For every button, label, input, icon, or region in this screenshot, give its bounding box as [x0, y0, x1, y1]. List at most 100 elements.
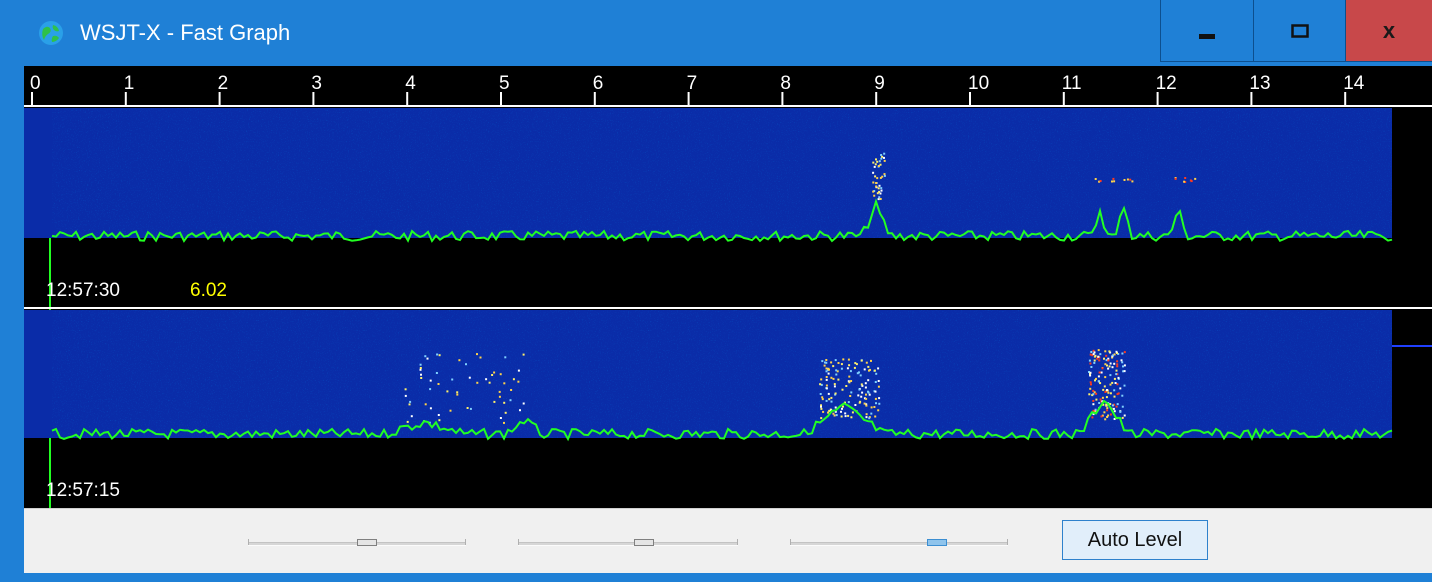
- signal-dot: [825, 376, 828, 378]
- signal-dot: [827, 367, 830, 370]
- axis-tick-label: 7: [687, 73, 698, 94]
- signal-dot: [519, 409, 521, 412]
- signal-dot: [1097, 355, 1100, 358]
- signal-dot: [879, 163, 882, 166]
- signal-dot: [1115, 369, 1118, 372]
- slider-2-thumb[interactable]: [634, 539, 654, 546]
- signal-dot: [881, 155, 884, 158]
- signal-dot: [1121, 361, 1124, 364]
- signal-dot: [1121, 394, 1124, 397]
- slider-end: [518, 539, 519, 545]
- signal-dot: [1089, 362, 1092, 365]
- signal-dot: [879, 198, 882, 200]
- signal-dot: [1184, 177, 1187, 179]
- signal-dot: [465, 363, 467, 366]
- signal-dot: [1104, 391, 1107, 393]
- signal-dot: [522, 353, 525, 356]
- signal-dot: [1112, 177, 1115, 180]
- signal-dot: [1091, 416, 1094, 419]
- signal-dot: [1099, 398, 1102, 401]
- signal-dot: [420, 373, 422, 376]
- signal-dot: [1104, 363, 1107, 366]
- signal-dot: [844, 412, 847, 415]
- title-bar[interactable]: WSJT-X - Fast Graph x: [0, 0, 1432, 66]
- signal-dot: [877, 409, 880, 412]
- signal-dot: [876, 160, 879, 163]
- signal-dot: [1091, 354, 1094, 357]
- signal-dot: [850, 416, 853, 419]
- signal-dot: [825, 384, 828, 387]
- signal-dot: [1090, 351, 1093, 353]
- signal-dot: [1184, 181, 1187, 183]
- slider-3-thumb[interactable]: [927, 539, 947, 546]
- signal-dot: [1101, 367, 1104, 370]
- minimize-button[interactable]: [1160, 0, 1254, 62]
- signal-dot: [1113, 410, 1116, 413]
- signal-dot: [878, 184, 881, 187]
- slider-end: [465, 539, 466, 545]
- signal-dot: [1095, 398, 1098, 401]
- signal-dot: [842, 358, 845, 361]
- waterfall-plot[interactable]: 0123456789101112131415: [24, 66, 1432, 508]
- signal-dot: [860, 359, 863, 362]
- signal-dot: [504, 356, 507, 359]
- signal-dot: [1098, 359, 1101, 362]
- signal-dot: [1102, 403, 1105, 406]
- signal-dot: [867, 390, 869, 393]
- signal-dot: [869, 368, 871, 371]
- signal-dot: [1116, 403, 1119, 406]
- signal-dot: [1109, 351, 1112, 354]
- signal-dot: [429, 379, 432, 382]
- slider-1[interactable]: [248, 539, 466, 549]
- signal-dot: [1090, 383, 1092, 386]
- signal-dot: [1106, 409, 1109, 412]
- signal-dot: [877, 385, 880, 388]
- signal-dot: [499, 417, 502, 419]
- signal-dot: [1123, 179, 1126, 181]
- signal-dot: [868, 393, 871, 396]
- signal-dot: [1117, 376, 1120, 379]
- signal-dot: [1115, 405, 1118, 408]
- signal-dot: [1105, 354, 1108, 357]
- signal-dot: [438, 354, 441, 357]
- axis-tick-label: 10: [968, 73, 989, 94]
- signal-dot: [875, 402, 877, 405]
- signal-dot: [504, 411, 507, 414]
- signal-dot: [877, 187, 880, 190]
- signal-dot: [873, 165, 876, 168]
- signal-dot: [1119, 410, 1122, 413]
- signal-dot: [1109, 383, 1112, 386]
- close-button[interactable]: x: [1346, 0, 1432, 62]
- signal-dot: [861, 384, 864, 387]
- signal-dot: [456, 391, 459, 394]
- auto-level-button[interactable]: Auto Level: [1062, 520, 1208, 560]
- signal-dot: [1109, 362, 1112, 365]
- signal-dot: [488, 381, 491, 384]
- signal-dot: [1109, 403, 1112, 405]
- signal-dot: [856, 372, 859, 375]
- signal-dot: [842, 405, 844, 408]
- signal-dot: [847, 401, 850, 404]
- signal-dot: [1194, 177, 1197, 180]
- signal-dot: [864, 382, 867, 385]
- signal-dot: [1092, 353, 1095, 356]
- slider-2[interactable]: [518, 539, 738, 549]
- slider-3[interactable]: [790, 539, 1008, 549]
- signal-dot: [819, 383, 822, 386]
- signal-dot: [408, 403, 411, 406]
- signal-dot: [865, 413, 868, 416]
- signal-dot: [877, 165, 880, 167]
- slider-1-thumb[interactable]: [357, 539, 377, 546]
- maximize-button[interactable]: [1254, 0, 1346, 62]
- signal-dot: [876, 177, 879, 180]
- signal-dot: [1098, 402, 1101, 404]
- signal-dot: [875, 182, 878, 184]
- slider-end: [737, 539, 738, 545]
- signal-dot: [1106, 389, 1108, 391]
- signal-dot: [1094, 408, 1097, 411]
- signal-dot: [883, 152, 886, 155]
- signal-dot: [1093, 391, 1096, 394]
- signal-dot: [1094, 178, 1097, 180]
- signal-dot: [406, 420, 409, 423]
